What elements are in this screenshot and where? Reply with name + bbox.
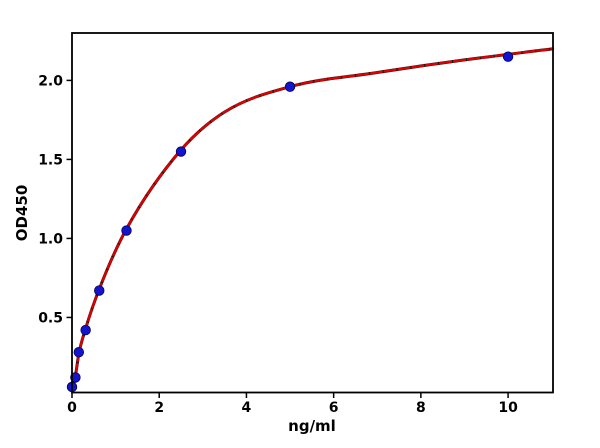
x-tick-label: 8 bbox=[416, 400, 426, 416]
data-points-group bbox=[66, 51, 514, 393]
x-tick-label: 0 bbox=[67, 400, 77, 416]
fit-curve-group bbox=[70, 47, 555, 390]
fit-curve-line bbox=[70, 47, 555, 390]
data-point bbox=[284, 81, 296, 92]
data-point bbox=[94, 285, 105, 296]
data-point bbox=[80, 324, 91, 336]
axis-ticks-group bbox=[66, 79, 509, 398]
x-tick-label: 10 bbox=[498, 400, 518, 416]
data-point bbox=[502, 51, 514, 62]
data-point bbox=[70, 372, 81, 383]
y-tick-label: 1.5 bbox=[38, 152, 63, 168]
x-tick-label: 6 bbox=[329, 400, 339, 416]
x-tick-label: 2 bbox=[154, 400, 164, 416]
y-tick-label: 0.5 bbox=[38, 310, 63, 326]
axes-box-group bbox=[71, 32, 554, 394]
data-point bbox=[73, 347, 85, 358]
y-tick-label: 2.0 bbox=[38, 73, 63, 89]
data-point bbox=[121, 225, 132, 236]
plot-border bbox=[71, 32, 554, 394]
x-tick-label: 4 bbox=[242, 400, 252, 416]
y-tick-label: 1.0 bbox=[38, 231, 63, 247]
y-axis-label: OD450 bbox=[13, 185, 31, 242]
fit-curve-underlay bbox=[70, 47, 554, 389]
tick-labels-group: 0 2 4 6 8 10 0.5 1.0 1.5 2.0 bbox=[38, 73, 518, 416]
data-point bbox=[175, 146, 187, 157]
x-axis-label: ng/ml bbox=[288, 417, 336, 435]
